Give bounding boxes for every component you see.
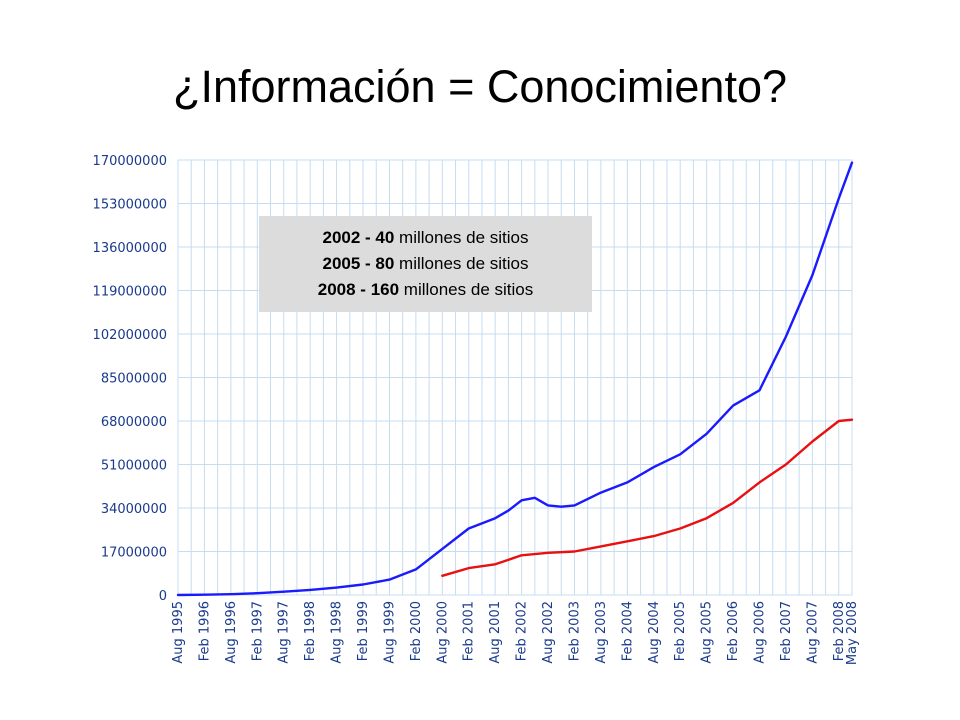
x-tick-label: Feb 1996	[197, 601, 212, 661]
y-tick-label: 170000000	[93, 154, 167, 169]
series-line-blue	[176, 161, 854, 597]
y-tick-label: 0	[159, 589, 167, 604]
x-tick-label: Feb 2007	[779, 601, 794, 661]
callout-line: 2005 - 80 millones de sitios	[322, 254, 529, 273]
callout-line: 2002 - 40 millones de sitios	[322, 228, 529, 247]
x-tick-label: Aug 2004	[647, 601, 662, 664]
x-tick-label: Feb 2000	[409, 601, 424, 661]
y-tick-label: 136000000	[93, 241, 167, 256]
y-tick-label: 102000000	[93, 328, 167, 343]
callout-box: 2002 - 40 millones de sitios 2005 - 80 m…	[259, 216, 592, 312]
x-tick-label: Feb 2002	[515, 601, 530, 661]
x-tick-label: Aug 2002	[541, 601, 556, 664]
x-tick-label: Feb 1999	[356, 601, 371, 661]
y-tick-label: 51000000	[101, 459, 167, 474]
slide-title: ¿Información = Conocimiento?	[172, 61, 788, 112]
x-tick-label: Aug 1999	[382, 601, 397, 664]
x-tick-label: Feb 2001	[462, 601, 477, 661]
y-tick-label: 153000000	[93, 198, 167, 213]
x-tick-label: Aug 2003	[594, 601, 609, 664]
x-tick-label: Aug 1998	[330, 601, 345, 664]
x-tick-label: Feb 2003	[567, 601, 582, 661]
x-tick-label: Aug 2001	[488, 601, 503, 664]
x-tick-label: Aug 2005	[700, 601, 715, 664]
x-tick-label: Feb 1997	[250, 601, 265, 661]
x-tick-label: Feb 2004	[620, 601, 635, 661]
x-tick-label: Aug 2007	[805, 601, 820, 664]
x-tick-label: Aug 2006	[752, 601, 767, 664]
x-tick-label: Feb 2005	[673, 601, 688, 661]
y-tick-label: 34000000	[101, 502, 167, 517]
x-tick-label: Aug 1995	[171, 601, 186, 664]
series-line-red	[441, 418, 854, 577]
x-tick-label: Aug 1996	[224, 601, 239, 664]
x-tick-label: Aug 1997	[277, 601, 292, 664]
x-tick-label: Feb 1998	[303, 601, 318, 661]
x-tick-label: May 2008	[845, 601, 860, 665]
y-tick-label: 68000000	[101, 415, 167, 430]
x-tick-label: Aug 2000	[435, 601, 450, 664]
x-tick-label: Feb 2008	[832, 601, 847, 661]
y-tick-label: 85000000	[101, 372, 167, 387]
y-tick-label: 17000000	[101, 546, 167, 561]
y-tick-label: 119000000	[93, 285, 167, 300]
callout-line: 2008 - 160 millones de sitios	[317, 280, 534, 299]
x-tick-label: Feb 2006	[726, 601, 741, 661]
